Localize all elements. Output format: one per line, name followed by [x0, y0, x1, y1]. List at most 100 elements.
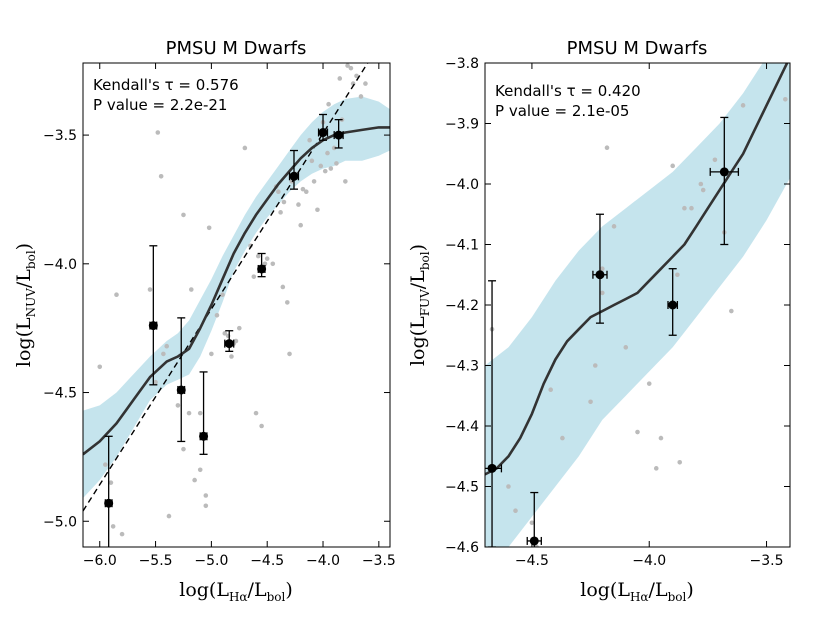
y-tick-label: −3.5	[43, 128, 77, 144]
scatter-point	[153, 379, 158, 385]
confidence-band	[83, 96, 390, 499]
scatter-point	[192, 477, 197, 483]
binned-point	[333, 118, 344, 149]
left-pvalue-text: P value = 2.2e-21	[93, 96, 227, 114]
scatter-point	[675, 272, 680, 278]
scatter-point	[110, 524, 116, 529]
scatter-point	[611, 224, 617, 229]
scatter-point	[284, 300, 290, 305]
scatter-point	[506, 484, 511, 489]
left-x-axis-label: log(LHα/Lbol)	[179, 579, 293, 604]
scatter-point	[166, 513, 172, 519]
x-tick-label: −4.0	[306, 553, 340, 569]
x-tick-label: −4.0	[632, 553, 666, 569]
x-tick-label: −6.0	[83, 553, 117, 569]
scatter-point	[155, 130, 161, 135]
x-tick-label: −5.5	[139, 553, 173, 569]
scatter-point	[229, 354, 234, 359]
binned-marker	[289, 171, 299, 181]
scatter-point	[97, 364, 103, 370]
binned-point	[176, 317, 186, 443]
scatter-point	[700, 187, 706, 193]
scatter-point	[600, 266, 605, 272]
binned-marker	[595, 270, 605, 280]
scatter-point	[653, 466, 659, 471]
scatter-point	[783, 97, 788, 102]
y-tick-label: −4.5	[43, 386, 77, 402]
right-stat-text: Kendall's τ = 0.420	[495, 82, 641, 100]
scatter-point	[209, 351, 214, 357]
binned-point	[526, 491, 542, 547]
x-tick-label: −5.0	[194, 553, 228, 569]
scatter-point	[281, 199, 287, 205]
scatter-point	[560, 435, 565, 441]
left-axes-frame	[82, 62, 391, 548]
scatter-point	[197, 410, 203, 416]
scatter-point	[206, 225, 212, 231]
scatter-point	[158, 173, 164, 179]
left-panel: PMSU M Dwarfs −6.0 −5.5 −5.0 −4.5 −4.0 −3.5 −5…	[13, 38, 396, 604]
scatter-point	[188, 287, 194, 292]
scatter-point	[278, 210, 283, 215]
scatter-point	[262, 261, 268, 267]
y-tick-label: −4.2	[445, 298, 479, 314]
right-x-axis-label: log(LHα/Lbol)	[580, 579, 694, 604]
scatter-point	[600, 290, 605, 296]
scatter-point	[328, 166, 334, 171]
binned-point	[592, 213, 608, 324]
scatter-point	[264, 256, 270, 261]
binned-marker	[257, 264, 267, 274]
scatter-point	[331, 145, 337, 151]
scatter-point	[363, 81, 368, 86]
scatter-point	[164, 343, 170, 349]
scatter-point	[513, 508, 518, 513]
scatter-point	[689, 205, 694, 211]
x-tick-label: −4.5	[250, 553, 284, 569]
scatter-point	[670, 163, 675, 169]
binned-point	[317, 113, 329, 141]
scatter-point	[161, 351, 166, 357]
left-title: PMSU M Dwarfs	[166, 38, 307, 59]
scatter-point	[337, 76, 343, 81]
scatter-point	[548, 387, 553, 393]
scatter-point	[108, 480, 114, 485]
binned-point	[257, 252, 267, 278]
scatter-point	[345, 63, 350, 68]
y-tick-label: −4.1	[445, 238, 479, 254]
scatter-point	[588, 399, 593, 405]
binned-point	[288, 149, 300, 190]
y-tick-label: −4.0	[445, 177, 479, 193]
y-tick-label: −5.0	[43, 514, 77, 530]
y-tick-label: −3.8	[445, 56, 479, 72]
y-tick-label: −4.0	[43, 257, 77, 273]
right-panel: PMSU M Dwarfs −4.5 −4.0 −3.5 −4.6 −4.5 −4.4 −4…	[407, 38, 791, 604]
scatter-point	[203, 503, 209, 509]
scatter-point	[325, 150, 330, 156]
scatter-point	[186, 410, 192, 416]
fit-curve	[83, 126, 390, 456]
scatter-point	[303, 189, 309, 195]
scatter-point	[326, 101, 331, 107]
scatter-point	[255, 253, 261, 259]
scatter-point	[251, 274, 257, 279]
scatter-point	[259, 423, 264, 429]
binned-point	[104, 435, 114, 547]
binned-marker	[719, 167, 729, 177]
scatter-point	[315, 207, 320, 213]
scatter-point	[658, 435, 664, 441]
scatter-point	[348, 65, 354, 71]
binned-point	[667, 268, 679, 336]
scatter-point	[740, 103, 746, 108]
scatter-point	[287, 351, 292, 357]
scatter-point	[214, 312, 220, 318]
scatter-point	[318, 163, 324, 169]
scatter-point	[175, 403, 181, 408]
scatter-point	[623, 345, 629, 350]
scatter-point	[729, 308, 734, 314]
binned-marker	[529, 536, 539, 546]
scatter-point	[270, 261, 276, 267]
binned-marker	[104, 498, 114, 508]
binned-marker	[148, 321, 158, 331]
scatter-point	[712, 157, 718, 163]
scatter-point	[222, 331, 228, 336]
